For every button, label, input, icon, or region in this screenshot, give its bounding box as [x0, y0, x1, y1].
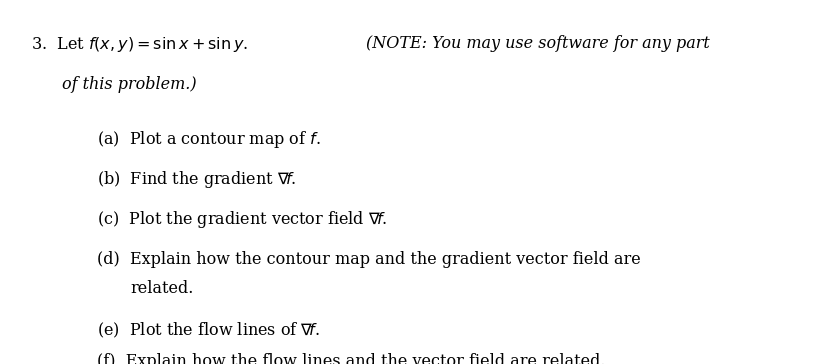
Text: (f)  Explain how the flow lines and the vector field are related.: (f) Explain how the flow lines and the v…	[97, 353, 606, 364]
Text: (c)  Plot the gradient vector field $\nabla\!f$.: (c) Plot the gradient vector field $\nab…	[97, 209, 388, 230]
Text: 3.  Let $f(x, y) = \sin x + \sin y$.: 3. Let $f(x, y) = \sin x + \sin y$.	[31, 35, 255, 54]
Text: (b)  Find the gradient $\nabla\!f$.: (b) Find the gradient $\nabla\!f$.	[97, 169, 296, 190]
Text: (d)  Explain how the contour map and the gradient vector field are: (d) Explain how the contour map and the …	[97, 251, 641, 268]
Text: (NOTE: You may use software for any part: (NOTE: You may use software for any part	[366, 35, 710, 52]
Text: of this problem.): of this problem.)	[62, 76, 197, 94]
Text: (e)  Plot the flow lines of $\nabla\!f$.: (e) Plot the flow lines of $\nabla\!f$.	[97, 320, 320, 340]
Text: (a)  Plot a contour map of $f$.: (a) Plot a contour map of $f$.	[97, 129, 321, 150]
Text: related.: related.	[130, 280, 193, 297]
